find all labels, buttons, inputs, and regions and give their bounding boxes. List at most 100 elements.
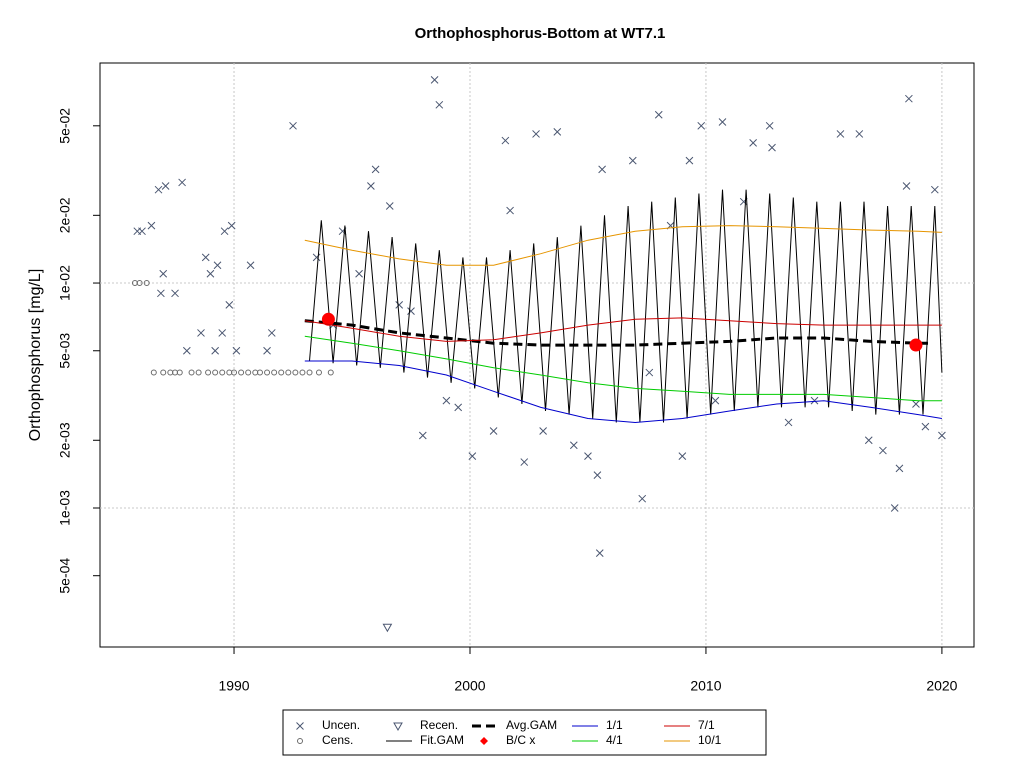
data-point bbox=[768, 143, 776, 152]
data-point bbox=[206, 269, 215, 278]
x-tick-label: 2020 bbox=[926, 678, 957, 694]
data-point bbox=[921, 422, 930, 431]
legend bbox=[282, 709, 767, 756]
data-point bbox=[263, 346, 271, 355]
data-point bbox=[246, 261, 255, 270]
data-point bbox=[306, 369, 313, 376]
series-line bbox=[309, 189, 943, 423]
x-tick-label: 2010 bbox=[690, 678, 721, 694]
data-point bbox=[367, 182, 375, 190]
data-point bbox=[201, 253, 210, 262]
legend-swatch bbox=[297, 738, 303, 744]
data-point bbox=[238, 369, 245, 376]
data-point bbox=[506, 206, 514, 215]
series-line bbox=[304, 319, 931, 347]
data-point bbox=[569, 441, 578, 450]
data-point bbox=[855, 130, 864, 138]
y-tick-label: 5e-02 bbox=[57, 108, 73, 144]
data-point bbox=[220, 227, 229, 236]
data-point bbox=[321, 312, 335, 326]
y-tick-label: 2e-03 bbox=[57, 422, 73, 458]
data-point bbox=[382, 623, 393, 633]
data-point bbox=[219, 369, 226, 376]
y-tick-label: 1e-02 bbox=[57, 265, 73, 301]
data-point bbox=[211, 346, 220, 355]
legend-label: Avg.GAM bbox=[506, 718, 557, 732]
series-line bbox=[304, 335, 942, 402]
data-point bbox=[407, 307, 415, 315]
data-point bbox=[154, 185, 163, 194]
data-point bbox=[150, 369, 157, 376]
x-tick-label: 2000 bbox=[454, 678, 485, 694]
data-point bbox=[864, 436, 873, 445]
legend-label: 1/1 bbox=[606, 718, 623, 732]
data-point bbox=[157, 289, 165, 298]
data-point bbox=[836, 130, 845, 138]
data-point bbox=[205, 369, 212, 376]
data-point bbox=[638, 494, 647, 503]
y-tick-label: 5e-03 bbox=[57, 333, 73, 369]
data-point bbox=[327, 369, 334, 376]
data-point bbox=[171, 289, 179, 298]
data-point bbox=[685, 156, 694, 165]
data-point bbox=[371, 165, 380, 174]
data-point bbox=[315, 369, 322, 376]
data-point bbox=[178, 178, 186, 187]
data-point bbox=[454, 403, 463, 412]
data-point bbox=[501, 136, 510, 145]
data-point bbox=[810, 396, 819, 405]
series-line bbox=[304, 225, 942, 266]
data-point bbox=[289, 121, 297, 130]
data-point bbox=[912, 400, 920, 408]
data-point bbox=[593, 471, 602, 479]
data-point bbox=[161, 182, 170, 190]
legend-swatch bbox=[296, 722, 304, 730]
data-point bbox=[879, 446, 887, 455]
data-point bbox=[489, 427, 498, 435]
y-tick-label: 5e-04 bbox=[57, 558, 73, 594]
data-point bbox=[532, 130, 540, 138]
x-tick-label: 1990 bbox=[218, 678, 249, 694]
legend-label: Fit.GAM bbox=[420, 733, 464, 747]
data-point bbox=[355, 269, 363, 278]
data-point bbox=[711, 396, 720, 405]
data-point bbox=[147, 221, 156, 230]
data-point bbox=[227, 221, 236, 230]
data-point bbox=[278, 369, 285, 376]
data-point bbox=[197, 329, 205, 337]
data-point bbox=[418, 431, 427, 440]
data-point bbox=[195, 369, 202, 376]
series-line bbox=[304, 360, 942, 424]
data-point bbox=[231, 369, 238, 376]
y-tick-label: 2e-02 bbox=[57, 197, 73, 233]
data-point bbox=[905, 94, 913, 103]
data-point bbox=[678, 452, 687, 461]
data-point bbox=[902, 182, 911, 190]
data-point bbox=[442, 396, 451, 405]
data-point bbox=[188, 369, 195, 376]
data-point bbox=[697, 121, 706, 130]
data-point bbox=[938, 431, 946, 440]
data-point bbox=[312, 253, 321, 262]
data-point bbox=[909, 338, 923, 352]
data-point bbox=[749, 138, 757, 147]
data-point bbox=[430, 76, 439, 84]
data-point bbox=[628, 156, 637, 165]
data-point bbox=[159, 269, 168, 278]
legend-label: 7/1 bbox=[698, 718, 715, 732]
legend-label: 4/1 bbox=[606, 733, 623, 747]
data-point bbox=[213, 261, 222, 270]
data-point bbox=[292, 369, 299, 376]
data-point bbox=[520, 458, 529, 466]
data-point bbox=[267, 329, 276, 337]
legend-label: Cens. bbox=[322, 733, 353, 747]
data-point bbox=[143, 280, 150, 287]
legend-swatch bbox=[480, 737, 488, 745]
data-point bbox=[539, 427, 547, 435]
y-axis-label: Orthophosphorus [mg/L] bbox=[27, 269, 44, 442]
data-point bbox=[285, 369, 292, 376]
data-point bbox=[232, 346, 241, 355]
